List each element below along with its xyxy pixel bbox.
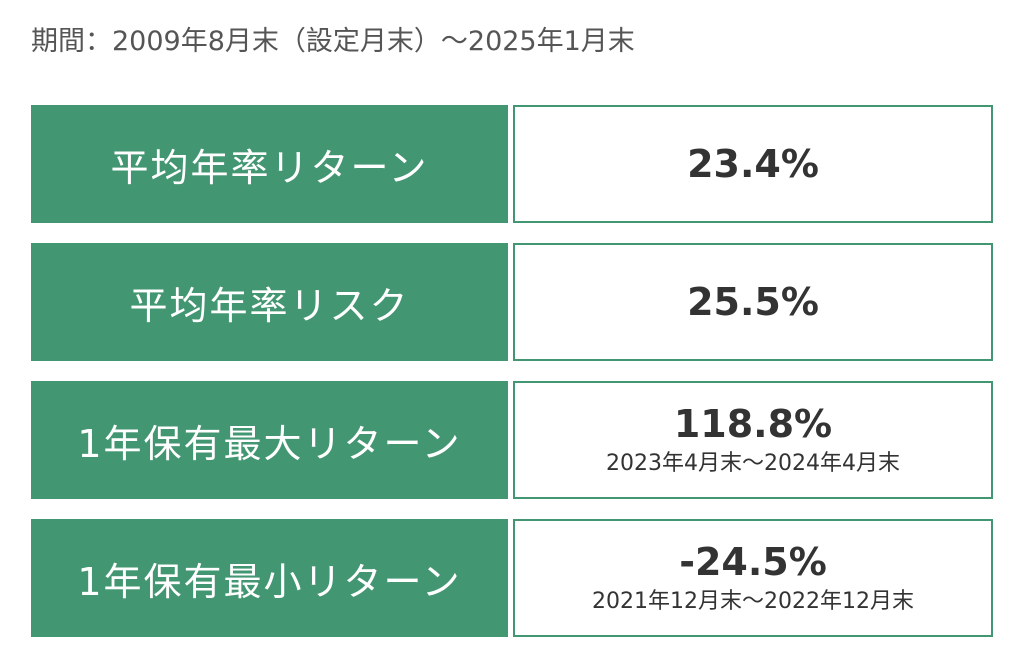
stat-value-cell: -24.5% 2021年12月末〜2022年12月末 bbox=[513, 519, 993, 637]
stat-value: 118.8% bbox=[673, 402, 833, 446]
stat-label: 平均年率リターン bbox=[31, 105, 508, 223]
stat-value-cell: 25.5% bbox=[513, 243, 993, 361]
stat-label: 平均年率リスク bbox=[31, 243, 508, 361]
stat-value: 25.5% bbox=[687, 280, 819, 324]
period-text: 期間：2009年8月末（設定月末）〜2025年1月末 bbox=[31, 26, 635, 57]
stat-value-cell: 23.4% bbox=[513, 105, 993, 223]
stat-row-average-annual-risk: 平均年率リスク 25.5% bbox=[31, 243, 993, 361]
stat-value-cell: 118.8% 2023年4月末〜2024年4月末 bbox=[513, 381, 993, 499]
stat-row-max-1yr-return: 1年保有最大リターン 118.8% 2023年4月末〜2024年4月末 bbox=[31, 381, 993, 499]
stat-period: 2021年12月末〜2022年12月末 bbox=[592, 589, 914, 614]
stat-row-min-1yr-return: 1年保有最小リターン -24.5% 2021年12月末〜2022年12月末 bbox=[31, 519, 993, 637]
stat-row-average-annual-return: 平均年率リターン 23.4% bbox=[31, 105, 993, 223]
stat-value: -24.5% bbox=[679, 540, 827, 584]
stat-label: 1年保有最大リターン bbox=[31, 381, 508, 499]
stat-value: 23.4% bbox=[687, 142, 819, 186]
stat-label: 1年保有最小リターン bbox=[31, 519, 508, 637]
stat-period: 2023年4月末〜2024年4月末 bbox=[606, 451, 900, 476]
